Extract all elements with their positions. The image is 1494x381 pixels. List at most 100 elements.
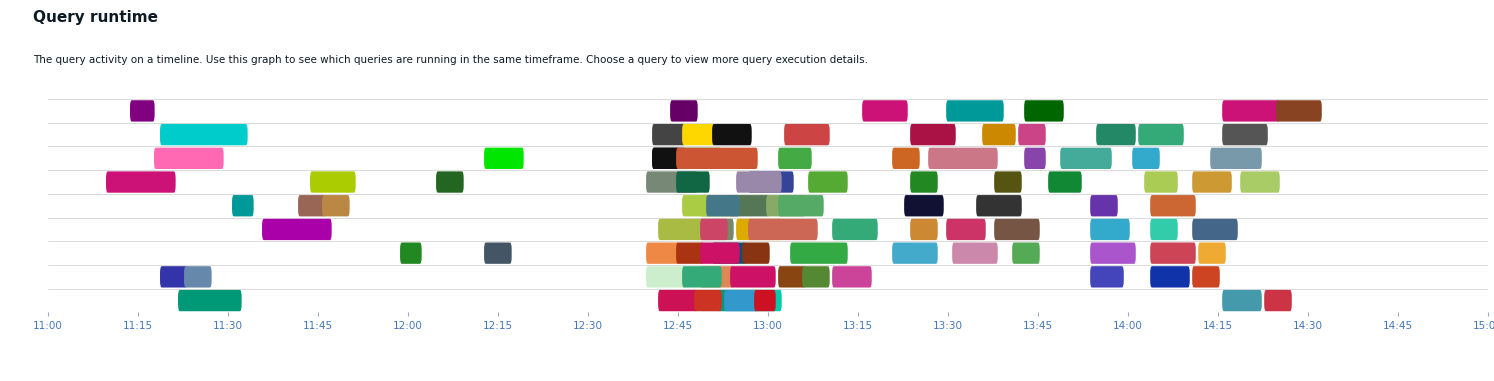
FancyBboxPatch shape <box>1192 266 1219 288</box>
Text: Query runtime: Query runtime <box>33 10 158 24</box>
FancyBboxPatch shape <box>106 171 176 193</box>
FancyBboxPatch shape <box>1198 242 1225 264</box>
FancyBboxPatch shape <box>1222 124 1268 145</box>
FancyBboxPatch shape <box>1091 219 1129 240</box>
FancyBboxPatch shape <box>701 290 722 311</box>
FancyBboxPatch shape <box>946 219 986 240</box>
FancyBboxPatch shape <box>1150 266 1189 288</box>
FancyBboxPatch shape <box>178 290 242 311</box>
FancyBboxPatch shape <box>645 266 686 288</box>
FancyBboxPatch shape <box>677 242 704 264</box>
FancyBboxPatch shape <box>323 195 350 216</box>
FancyBboxPatch shape <box>1049 171 1082 193</box>
FancyBboxPatch shape <box>994 219 1040 240</box>
FancyBboxPatch shape <box>184 266 212 288</box>
FancyBboxPatch shape <box>657 219 704 240</box>
FancyBboxPatch shape <box>743 242 769 264</box>
FancyBboxPatch shape <box>754 290 775 311</box>
FancyBboxPatch shape <box>952 242 998 264</box>
FancyBboxPatch shape <box>1025 148 1046 169</box>
FancyBboxPatch shape <box>1210 148 1262 169</box>
FancyBboxPatch shape <box>651 148 680 169</box>
FancyBboxPatch shape <box>484 242 511 264</box>
FancyBboxPatch shape <box>862 100 908 122</box>
FancyBboxPatch shape <box>1150 242 1195 264</box>
FancyBboxPatch shape <box>701 219 728 240</box>
FancyBboxPatch shape <box>766 195 805 216</box>
FancyBboxPatch shape <box>701 266 734 288</box>
FancyBboxPatch shape <box>683 266 722 288</box>
FancyBboxPatch shape <box>657 290 698 311</box>
FancyBboxPatch shape <box>1222 290 1262 311</box>
FancyBboxPatch shape <box>311 171 356 193</box>
FancyBboxPatch shape <box>778 195 823 216</box>
FancyBboxPatch shape <box>651 148 686 169</box>
FancyBboxPatch shape <box>713 242 746 264</box>
FancyBboxPatch shape <box>1132 148 1159 169</box>
FancyBboxPatch shape <box>1144 171 1177 193</box>
FancyBboxPatch shape <box>778 148 811 169</box>
FancyBboxPatch shape <box>677 148 757 169</box>
FancyBboxPatch shape <box>651 124 686 145</box>
FancyBboxPatch shape <box>671 100 698 122</box>
FancyBboxPatch shape <box>645 242 680 264</box>
FancyBboxPatch shape <box>946 100 1004 122</box>
FancyBboxPatch shape <box>748 171 793 193</box>
FancyBboxPatch shape <box>683 124 716 145</box>
FancyBboxPatch shape <box>976 195 1022 216</box>
FancyBboxPatch shape <box>808 171 847 193</box>
FancyBboxPatch shape <box>701 219 734 240</box>
FancyBboxPatch shape <box>1192 219 1239 240</box>
FancyBboxPatch shape <box>910 219 938 240</box>
FancyBboxPatch shape <box>725 290 757 311</box>
FancyBboxPatch shape <box>1091 195 1118 216</box>
FancyBboxPatch shape <box>790 242 847 264</box>
FancyBboxPatch shape <box>232 195 254 216</box>
FancyBboxPatch shape <box>1192 171 1231 193</box>
FancyBboxPatch shape <box>754 290 781 311</box>
FancyBboxPatch shape <box>910 171 938 193</box>
FancyBboxPatch shape <box>1150 195 1195 216</box>
FancyBboxPatch shape <box>784 124 829 145</box>
FancyBboxPatch shape <box>707 195 740 216</box>
FancyBboxPatch shape <box>484 148 524 169</box>
FancyBboxPatch shape <box>701 195 734 216</box>
FancyBboxPatch shape <box>1240 171 1280 193</box>
FancyBboxPatch shape <box>802 266 829 288</box>
FancyBboxPatch shape <box>400 242 421 264</box>
FancyBboxPatch shape <box>928 148 998 169</box>
FancyBboxPatch shape <box>1091 266 1123 288</box>
FancyBboxPatch shape <box>677 171 710 193</box>
FancyBboxPatch shape <box>982 124 1016 145</box>
FancyBboxPatch shape <box>719 290 757 311</box>
FancyBboxPatch shape <box>737 219 781 240</box>
FancyBboxPatch shape <box>737 171 781 193</box>
FancyBboxPatch shape <box>1017 124 1046 145</box>
FancyBboxPatch shape <box>1150 219 1177 240</box>
FancyBboxPatch shape <box>1061 148 1112 169</box>
FancyBboxPatch shape <box>910 124 956 145</box>
FancyBboxPatch shape <box>1138 124 1183 145</box>
FancyBboxPatch shape <box>731 195 769 216</box>
FancyBboxPatch shape <box>832 266 871 288</box>
FancyBboxPatch shape <box>645 171 698 193</box>
FancyBboxPatch shape <box>748 219 817 240</box>
FancyBboxPatch shape <box>436 171 463 193</box>
FancyBboxPatch shape <box>1264 290 1292 311</box>
FancyBboxPatch shape <box>297 195 326 216</box>
FancyBboxPatch shape <box>731 266 775 288</box>
FancyBboxPatch shape <box>778 266 805 288</box>
FancyBboxPatch shape <box>1025 100 1064 122</box>
FancyBboxPatch shape <box>130 100 154 122</box>
FancyBboxPatch shape <box>261 219 332 240</box>
FancyBboxPatch shape <box>892 242 938 264</box>
FancyBboxPatch shape <box>904 195 944 216</box>
FancyBboxPatch shape <box>701 242 740 264</box>
FancyBboxPatch shape <box>695 290 722 311</box>
FancyBboxPatch shape <box>1091 242 1135 264</box>
FancyBboxPatch shape <box>713 124 751 145</box>
FancyBboxPatch shape <box>994 171 1022 193</box>
FancyBboxPatch shape <box>832 219 878 240</box>
FancyBboxPatch shape <box>1222 100 1280 122</box>
FancyBboxPatch shape <box>1276 100 1322 122</box>
